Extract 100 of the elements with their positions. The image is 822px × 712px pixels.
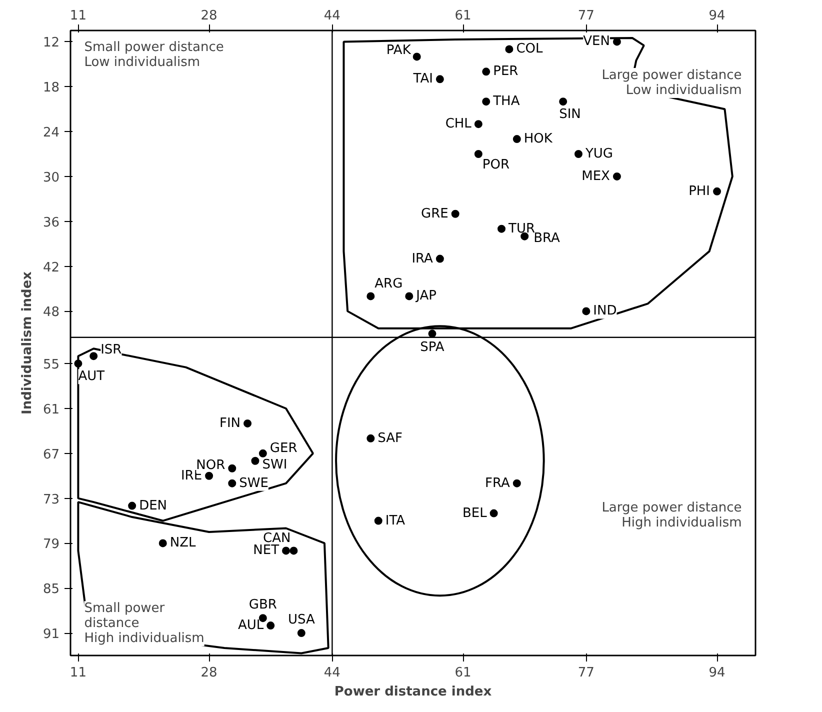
point bbox=[405, 292, 414, 300]
annotation: JAP bbox=[415, 288, 437, 304]
annotation: AUL bbox=[238, 618, 264, 634]
annotation: GER bbox=[270, 440, 298, 456]
annotation: IND bbox=[593, 304, 617, 319]
y-tick-label: 36 bbox=[42, 215, 60, 230]
point bbox=[297, 629, 306, 638]
point bbox=[512, 135, 521, 144]
annotation: POR bbox=[482, 158, 510, 173]
point bbox=[451, 210, 460, 218]
x2-tick-label: 77 bbox=[578, 666, 594, 680]
x-tick-label: 44 bbox=[324, 8, 340, 24]
annotation: Large power distance Low individualism bbox=[602, 68, 742, 98]
y-tick-label: 12 bbox=[42, 36, 60, 51]
annotation: MEX bbox=[582, 168, 610, 184]
annotation: PAK bbox=[386, 43, 412, 58]
point bbox=[251, 456, 260, 465]
annotation: NOR bbox=[196, 458, 226, 473]
annotation: CHL bbox=[445, 116, 472, 132]
x-axis-title: Power distance index bbox=[334, 684, 492, 700]
point bbox=[428, 330, 436, 338]
annotation: THA bbox=[492, 94, 520, 110]
point bbox=[282, 546, 290, 555]
annotation: PER bbox=[493, 64, 518, 80]
point bbox=[366, 292, 375, 300]
point bbox=[90, 352, 98, 360]
annotation: AUT bbox=[78, 369, 105, 384]
x-tick-label: 28 bbox=[200, 8, 218, 24]
point bbox=[436, 75, 444, 84]
annotation: Large power distance High individualism bbox=[602, 500, 742, 530]
annotation: IRA bbox=[412, 251, 434, 266]
point bbox=[512, 479, 521, 488]
point bbox=[490, 509, 498, 518]
annotation: BEL bbox=[462, 506, 488, 521]
y-tick-label: 73 bbox=[42, 492, 60, 508]
x2-tick-label: 61 bbox=[454, 666, 472, 680]
y-tick-label: 30 bbox=[42, 170, 60, 186]
annotation: SAF bbox=[378, 430, 403, 446]
annotation: HOK bbox=[524, 132, 553, 147]
annotation: SPA bbox=[420, 340, 444, 356]
point bbox=[244, 419, 252, 428]
annotation: ITA bbox=[385, 513, 406, 528]
point bbox=[574, 150, 582, 158]
annotation: SWI bbox=[262, 457, 288, 472]
x2-tick-label: 11 bbox=[70, 666, 86, 680]
y-tick-label: 42 bbox=[42, 260, 60, 276]
point bbox=[228, 479, 236, 488]
point bbox=[713, 187, 722, 196]
point bbox=[74, 360, 82, 368]
point bbox=[582, 307, 590, 316]
point bbox=[205, 472, 214, 480]
annotation: BRA bbox=[534, 230, 560, 246]
annotation: TUR bbox=[508, 221, 536, 236]
annotation: NZL bbox=[170, 536, 196, 551]
annotation: GRE bbox=[421, 206, 448, 222]
y-axis-title: Individualism index bbox=[20, 270, 35, 415]
point bbox=[158, 539, 167, 548]
y-tick-label: 24 bbox=[42, 126, 60, 141]
point bbox=[482, 68, 490, 76]
x2-tick-label: 94 bbox=[708, 666, 726, 680]
point bbox=[258, 449, 267, 458]
annotation: DEN bbox=[139, 498, 168, 514]
point bbox=[559, 98, 568, 106]
point bbox=[505, 45, 514, 54]
x2-tick-label: 44 bbox=[324, 666, 340, 680]
x2-tick-label: 28 bbox=[200, 666, 218, 680]
annotation: COL bbox=[516, 42, 544, 57]
y-tick-label: 85 bbox=[42, 582, 60, 598]
annotation: SIN bbox=[559, 107, 581, 122]
point bbox=[228, 464, 236, 472]
point bbox=[374, 516, 382, 525]
y-tick-label: 91 bbox=[42, 627, 60, 642]
x-tick-label: 77 bbox=[578, 8, 594, 24]
x-tick-label: 94 bbox=[708, 8, 726, 24]
point bbox=[474, 120, 482, 128]
y-tick-label: 79 bbox=[42, 537, 60, 552]
annotation: TAI bbox=[412, 72, 433, 87]
annotation: ISR bbox=[100, 342, 122, 358]
annotation: ARG bbox=[374, 276, 403, 292]
annotation: YUG bbox=[584, 146, 614, 162]
y-tick-label: 18 bbox=[42, 80, 60, 96]
annotation: VEN bbox=[583, 34, 610, 50]
point bbox=[498, 224, 506, 233]
annotation: FIN bbox=[219, 416, 241, 431]
y-tick-label: 55 bbox=[42, 358, 60, 373]
point bbox=[436, 254, 444, 263]
annotation: Small power distance Low individualism bbox=[84, 40, 224, 70]
y-tick-label: 67 bbox=[42, 447, 60, 462]
annotation: USA bbox=[288, 612, 315, 628]
point bbox=[612, 172, 621, 180]
annotation: Small power distance High individualism bbox=[84, 601, 204, 646]
point bbox=[128, 502, 136, 510]
annotation: GBR bbox=[248, 598, 277, 613]
point bbox=[412, 52, 421, 61]
point bbox=[266, 622, 275, 630]
annotation: FRA bbox=[485, 476, 510, 491]
x-tick-label: 11 bbox=[70, 8, 86, 24]
annotation: PHI bbox=[688, 184, 710, 199]
point bbox=[474, 150, 482, 158]
point bbox=[290, 546, 298, 555]
